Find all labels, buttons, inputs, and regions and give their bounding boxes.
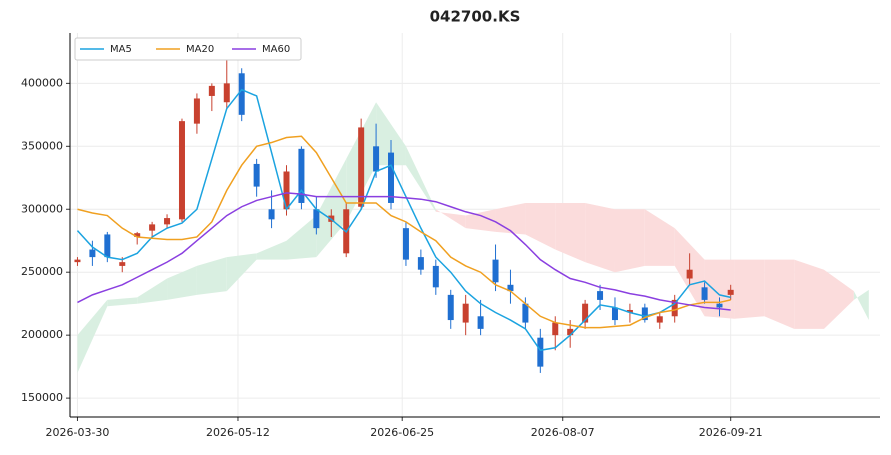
candle-body [149,224,156,231]
candle-body [178,121,185,220]
y-tick-label: 300000 [21,202,63,215]
cloud-segment [405,146,436,212]
cloud-segment [435,209,466,229]
candle-body [208,85,215,96]
ma-line [76,88,731,352]
x-tick-label: 2026-09-21 [699,426,763,439]
cloud-segment [286,215,317,260]
x-tick-label: 2026-08-07 [531,426,595,439]
candle-body [373,146,380,172]
candle-body [507,284,514,292]
candle-body [164,218,171,225]
ma-line [77,192,731,311]
cloud-segment [585,202,615,273]
cloud-segment [704,259,735,319]
candle-body [223,83,230,103]
legend-label: MA20 [186,44,214,55]
candle-body [537,337,544,367]
candle-body [417,257,424,270]
candle-body [432,265,439,288]
cloud-segment [256,240,287,260]
candle-body [567,328,574,336]
cloud-segment [764,259,795,329]
candle-body [313,209,320,229]
chart-title: 042700.KS [430,8,521,26]
candle-body [89,249,96,258]
y-tick-label: 400000 [21,76,63,89]
y-tick-label: 250000 [21,265,63,278]
ma-line [77,135,731,329]
candle-body [462,303,469,323]
candle-body [522,303,529,323]
cloud-segment [824,269,854,329]
cloud-segment [644,209,675,266]
cloud-segment [853,289,869,321]
cloud-segment [734,259,765,319]
candle-body [641,307,648,321]
candle-body [283,171,290,210]
candle-body [193,98,200,124]
legend-label: MA5 [110,44,132,55]
cloud-segment [226,253,257,292]
candle-body [447,294,454,321]
cloud-segment [196,257,227,295]
x-tick-label: 2026-06-25 [370,426,434,439]
cloud-segment [525,202,556,250]
candle-body [686,269,693,279]
candle-body [74,259,81,263]
candle-body [477,316,484,329]
cloud-segment [77,299,108,373]
candle-body [597,291,604,300]
candle-body [701,287,708,300]
candle-body [626,309,633,313]
candle-body [402,228,409,260]
candle-body [388,152,395,203]
legend: MA5 MA20 MA60 [74,37,302,61]
cloud-segment [376,102,406,166]
candle-body [582,303,589,323]
cloud-segment [167,265,197,300]
y-tick-label: 350000 [21,139,63,152]
candle-body [716,303,723,308]
cloud-segment [614,209,645,273]
y-tick-label: 200000 [21,328,63,341]
x-tick-label: 2026-05-12 [206,426,270,439]
candle-body [492,259,499,283]
candle-body [253,163,260,187]
x-tick-label: 2026-03-30 [45,426,109,439]
candle-body [119,262,126,266]
cloud-segment [495,202,526,235]
candle-body [134,233,141,237]
cloud-segment [555,202,586,263]
cloud-segment [107,297,138,307]
cloud-segment [316,158,347,258]
cloud-segment [465,209,496,232]
cloud-segment [794,259,825,329]
candle-body [671,299,678,317]
candle-body [238,73,245,115]
candle-body [298,148,305,203]
legend-label: MA60 [262,44,290,55]
cloud-segment [137,278,168,304]
y-tick-label: 150000 [21,391,63,404]
candle-body [611,307,618,321]
legend-box [74,37,302,61]
candle-body [104,234,111,258]
candle-body [727,289,734,295]
candle-body [268,209,275,220]
candle-body [358,127,365,207]
candle-body [552,322,559,336]
candle-body [656,316,663,323]
